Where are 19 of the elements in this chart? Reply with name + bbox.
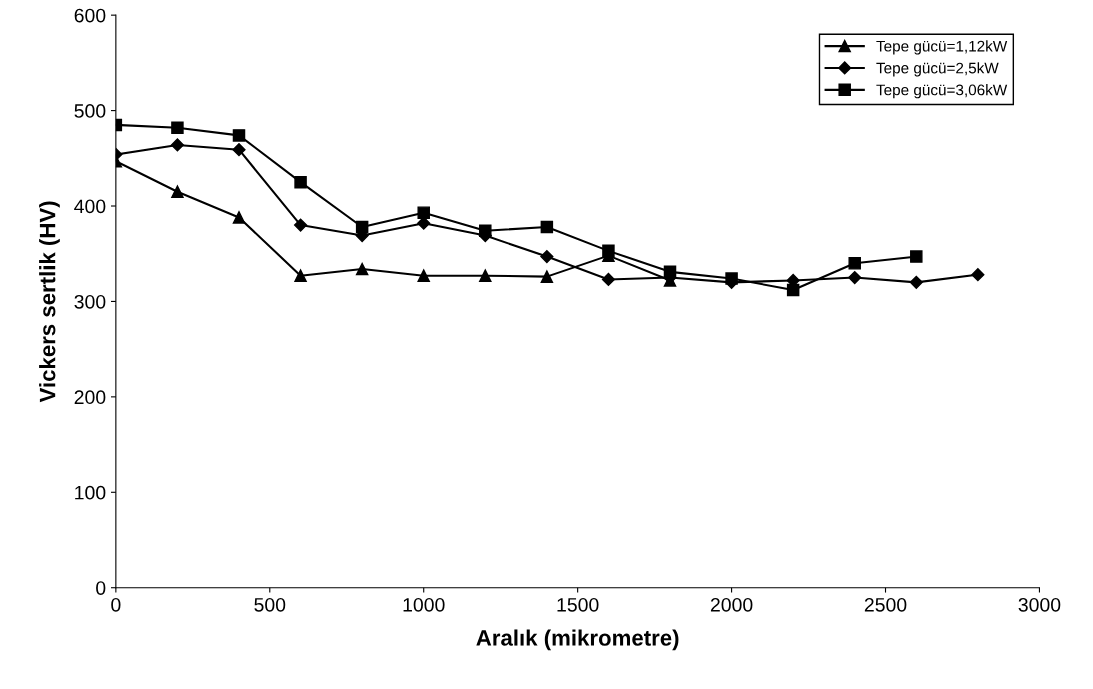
y-tick-label: 400 — [74, 199, 106, 214]
y-tick-label: 100 — [75, 485, 106, 500]
y-tick-label: 600 — [74, 8, 106, 23]
x-tick-label: 2000 — [710, 597, 753, 612]
y-tick-label: 200 — [74, 390, 106, 405]
x-tick-label: 500 — [254, 597, 286, 612]
x-tick-label: 3000 — [1018, 597, 1061, 612]
y-tick-label: 0 — [96, 581, 106, 595]
x-tick-label: 1000 — [403, 597, 445, 612]
x-tick-label: 1500 — [557, 597, 599, 612]
y-axis-title: Vickers sertlik (HV) — [39, 201, 60, 403]
legend-label: Tepe gücü=1,12kW — [876, 40, 1008, 55]
y-tick-label: 500 — [74, 104, 106, 118]
y-tick-label: 300 — [74, 294, 106, 309]
x-axis-title: Aralık (mikrometre) — [476, 629, 679, 651]
x-tick-label: 2500 — [864, 597, 907, 612]
legend-label: Tepe gücü=3,06kW — [876, 84, 1008, 99]
legend-label: Tepe gücü=2,5kW — [876, 62, 999, 77]
x-tick-label: 0 — [111, 597, 121, 612]
